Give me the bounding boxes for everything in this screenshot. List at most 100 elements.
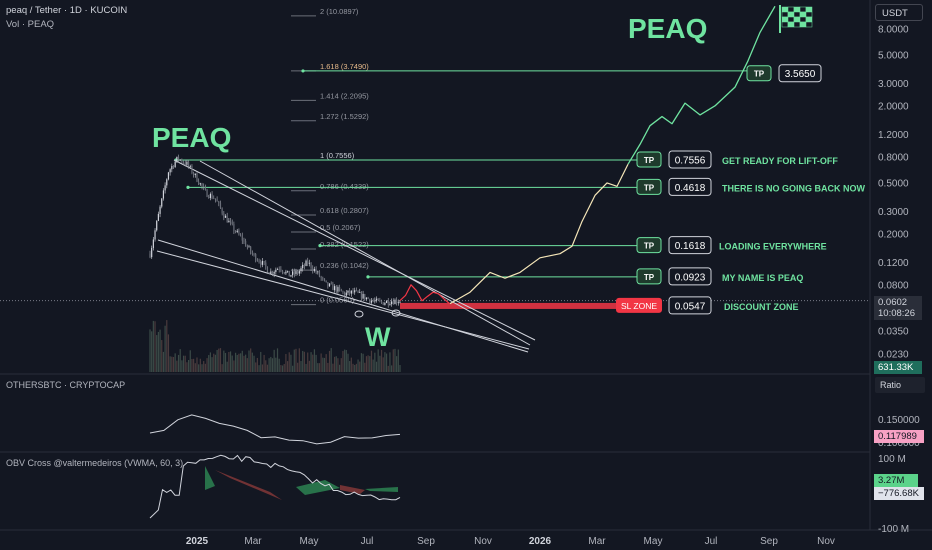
volume-bar <box>162 351 165 372</box>
sl-zone-band <box>400 302 616 309</box>
obv-value-tag-b: −776.68K <box>874 487 924 500</box>
volume-bar <box>303 351 305 372</box>
volume-bar <box>179 349 181 372</box>
volume-bar <box>382 357 384 372</box>
volume-bar <box>340 358 342 372</box>
price-candle <box>308 262 310 264</box>
volume-bar <box>208 355 210 372</box>
volume-bar <box>182 355 185 372</box>
flag-square <box>805 11 813 18</box>
price-candle <box>332 283 334 291</box>
price-candle <box>380 300 383 303</box>
target-note: GET READY FOR LIFT-OFF <box>722 156 838 166</box>
price-candle <box>349 290 351 294</box>
price-candle <box>325 280 327 283</box>
volume-bar <box>177 354 180 372</box>
price-candle <box>357 290 359 293</box>
price-axis-tick: 0.3000 <box>878 207 909 218</box>
volume-bar <box>236 354 238 372</box>
forecast-red-path <box>399 284 450 305</box>
volume-bar <box>338 364 341 372</box>
volume-bar <box>387 365 389 372</box>
volume-bar <box>302 350 304 372</box>
target-price-value: 0.1618 <box>675 241 706 252</box>
price-candle <box>354 290 356 293</box>
volume-bar <box>193 358 195 372</box>
volume-bar <box>238 353 240 372</box>
volume-bar <box>374 352 376 372</box>
price-candle <box>226 215 228 223</box>
volume-bar <box>216 349 218 372</box>
price-candle <box>219 202 222 209</box>
target-price-box <box>668 296 712 315</box>
volume-bar <box>397 349 399 372</box>
volume-bar <box>214 354 217 372</box>
volume-bar <box>152 320 154 372</box>
symbol-title[interactable]: peaq / Tether · 1D · KUCOIN <box>6 5 128 16</box>
othersbtc-pane-label[interactable]: OTHERSBTC · CRYPTOCAP <box>6 380 126 390</box>
volume-bar <box>283 363 285 372</box>
price-candle <box>191 166 193 174</box>
w-marker-circle <box>354 310 364 318</box>
price-candle <box>327 282 329 287</box>
flag-square <box>799 6 807 13</box>
flag-square <box>793 16 801 23</box>
volume-bar <box>231 355 233 372</box>
price-candle <box>399 301 401 303</box>
flag-square <box>793 11 801 18</box>
w-pattern-label: W <box>365 322 391 352</box>
price-candle <box>213 198 215 200</box>
price-candle <box>169 169 171 173</box>
target-note: LOADING EVERYWHERE <box>719 242 827 252</box>
price-candle <box>302 264 304 269</box>
price-candle <box>231 222 233 224</box>
sl-zone-label: SL ZONE <box>621 301 657 311</box>
ratio-button[interactable]: Ratio <box>875 377 925 393</box>
price-candle <box>270 271 272 274</box>
price-candle <box>285 271 287 274</box>
volume-bar <box>357 359 359 372</box>
price-candle <box>300 268 302 272</box>
volume-bar <box>320 353 322 372</box>
volume-bar <box>297 362 299 372</box>
price-candle <box>161 198 163 207</box>
price-candle <box>253 254 255 255</box>
flag-square <box>805 6 813 13</box>
volume-bar <box>369 356 371 372</box>
volume-bar <box>377 349 379 372</box>
volume-bar <box>246 358 248 372</box>
price-candle <box>223 213 225 218</box>
tp-anchor-dot <box>318 244 322 248</box>
price-axis-tick: 0.5000 <box>878 178 909 189</box>
price-candle <box>240 234 242 236</box>
price-candle <box>295 271 297 275</box>
price-candle <box>229 220 232 223</box>
target-price-box <box>668 236 712 255</box>
volume-legend[interactable]: Vol · PEAQ <box>6 19 55 30</box>
volume-bar <box>285 354 287 372</box>
flag-square <box>793 21 801 28</box>
price-candle <box>280 269 282 271</box>
flag-square <box>787 11 795 18</box>
target-note: DISCOUNT ZONE <box>724 302 799 312</box>
price-candle <box>288 270 290 277</box>
price-candle <box>246 246 248 248</box>
volume-bar <box>154 321 156 372</box>
volume-bar <box>286 361 289 372</box>
time-axis-label: Nov <box>817 536 835 547</box>
volume-bar <box>292 365 294 372</box>
time-axis-label: Sep <box>417 536 435 547</box>
currency-button[interactable]: USDT <box>875 4 923 21</box>
volume-bar <box>307 352 309 372</box>
price-candle <box>255 254 257 261</box>
price-candle <box>303 264 305 267</box>
price-candle <box>340 289 342 292</box>
price-candle <box>154 230 156 240</box>
price-candle <box>396 299 398 303</box>
obv-pane-label[interactable]: OBV Cross @valtermedeiros (VWMA, 60, 3) <box>6 458 184 468</box>
price-candle <box>347 290 349 293</box>
price-candle <box>265 262 267 267</box>
price-candle <box>385 300 388 303</box>
